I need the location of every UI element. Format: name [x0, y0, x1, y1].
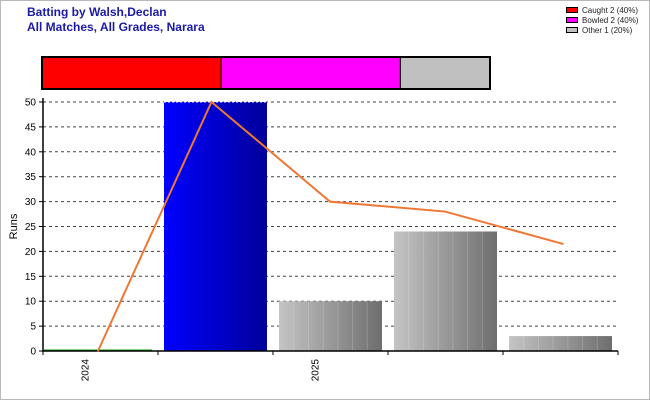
legend-label-other: Other 1 (20%): [582, 25, 633, 35]
y-tick-label-5: 5: [30, 322, 36, 333]
chart-title: Batting by Walsh,Declan: [27, 5, 167, 19]
dismissal-segment-caught: [41, 56, 222, 90]
average-point-5: [562, 243, 564, 245]
x-tick-label-2025: 2025: [311, 359, 322, 382]
y-tick-label-45: 45: [25, 122, 37, 133]
legend-item-other: Other 1 (20%): [566, 25, 638, 35]
bar-match-5: [509, 336, 612, 351]
average-point-4: [444, 210, 446, 213]
dismissal-segment-bowled: [220, 56, 401, 90]
y-tick-label-30: 30: [25, 197, 37, 208]
y-tick-label-20: 20: [25, 247, 37, 258]
y-tick-label-25: 25: [25, 222, 37, 233]
y-tick-label-15: 15: [25, 272, 37, 283]
legend-item-caught: Caught 2 (40%): [566, 5, 638, 15]
y-tick-label-40: 40: [25, 147, 37, 158]
legend: Caught 2 (40%) Bowled 2 (40%) Other 1 (2…: [566, 5, 638, 35]
y-tick-label-10: 10: [25, 297, 37, 308]
bar-match-4: [394, 231, 497, 351]
dismissal-bar-border: [41, 56, 491, 90]
legend-label-caught: Caught 2 (40%): [582, 5, 639, 15]
average-point-2: [210, 101, 213, 103]
legend-label-bowled: Bowled 2 (40%): [582, 15, 639, 25]
dismissal-segment-other: [399, 56, 491, 90]
legend-swatch-bowled: [566, 17, 578, 23]
y-axis-label: Runs: [8, 213, 20, 239]
y-tick-label-0: 0: [30, 347, 36, 358]
average-point-3: [329, 200, 331, 203]
legend-swatch-caught: [566, 7, 578, 13]
legend-item-bowled: Bowled 2 (40%): [566, 15, 638, 25]
bar-match-2: [164, 102, 267, 351]
legend-swatch-other: [566, 27, 578, 33]
y-tick-label-50: 50: [25, 98, 37, 109]
bar-match-3: [279, 301, 382, 351]
x-tick-label-2024: 2024: [81, 359, 92, 382]
chart-subtitle: All Matches, All Grades, Narara: [27, 20, 205, 34]
average-point-1: [97, 350, 99, 352]
y-tick-label-35: 35: [25, 172, 37, 183]
